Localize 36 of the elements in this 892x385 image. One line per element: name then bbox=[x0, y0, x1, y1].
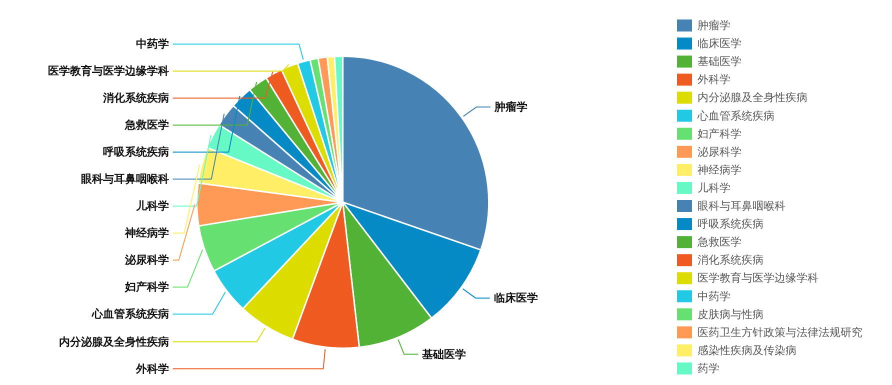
slice-label: 神经病学 bbox=[124, 226, 169, 240]
legend-label: 医药卫生方针政策与法律法规研究 bbox=[698, 326, 862, 339]
slice-label: 心血管系统疾病 bbox=[90, 308, 169, 321]
legend-label: 皮肤病与性病 bbox=[698, 308, 764, 321]
slice-label: 眼科与耳鼻咽喉科 bbox=[80, 172, 169, 186]
legend-label: 急救医学 bbox=[696, 236, 742, 249]
legend-label: 眼科与耳鼻咽喉科 bbox=[698, 200, 786, 212]
legend-label: 消化系统疾病 bbox=[698, 254, 764, 267]
slice-label: 基础医学 bbox=[421, 348, 466, 361]
slice-label: 临床医学 bbox=[494, 292, 538, 305]
legend-label: 内分泌腺及全身性疾病 bbox=[698, 91, 808, 104]
slice-label: 急救医学 bbox=[124, 118, 169, 132]
legend-label: 药学 bbox=[698, 362, 720, 375]
legend-label: 基础医学 bbox=[698, 55, 742, 68]
legend-label: 外科学 bbox=[698, 73, 730, 86]
legend-label: 临床医学 bbox=[698, 37, 742, 50]
slice-label: 儿科学 bbox=[134, 200, 169, 213]
slice-label: 消化系统疾病 bbox=[102, 92, 169, 105]
slice-label: 呼吸系统疾病 bbox=[102, 146, 169, 159]
slice-label: 内分泌腺及全身性疾病 bbox=[58, 335, 169, 348]
legend-label: 儿科学 bbox=[698, 181, 730, 194]
legend-label: 呼吸系统疾病 bbox=[698, 218, 764, 231]
slice-label: 肿瘤学 bbox=[493, 100, 528, 114]
slice-label: 妇产科学 bbox=[124, 280, 169, 294]
legend-label: 心血管系统疾病 bbox=[696, 109, 774, 122]
legend-label: 神经病学 bbox=[698, 163, 742, 176]
legend-label: 肿瘤学 bbox=[698, 19, 730, 32]
slice-label: 外科学 bbox=[134, 362, 169, 376]
legend-label: 妇产科学 bbox=[698, 127, 742, 140]
slice-label: 中药学 bbox=[136, 38, 169, 51]
slice-label: 医学教育与医学边缘学科 bbox=[48, 64, 169, 78]
legend-label: 泌尿科学 bbox=[698, 145, 742, 158]
slice-label: 泌尿科学 bbox=[124, 254, 169, 267]
legend-label: 感染性疾病及传染病 bbox=[698, 344, 796, 357]
legend-label: 中药学 bbox=[698, 290, 730, 303]
legend-label: 医学教育与医学边缘学科 bbox=[698, 272, 818, 285]
